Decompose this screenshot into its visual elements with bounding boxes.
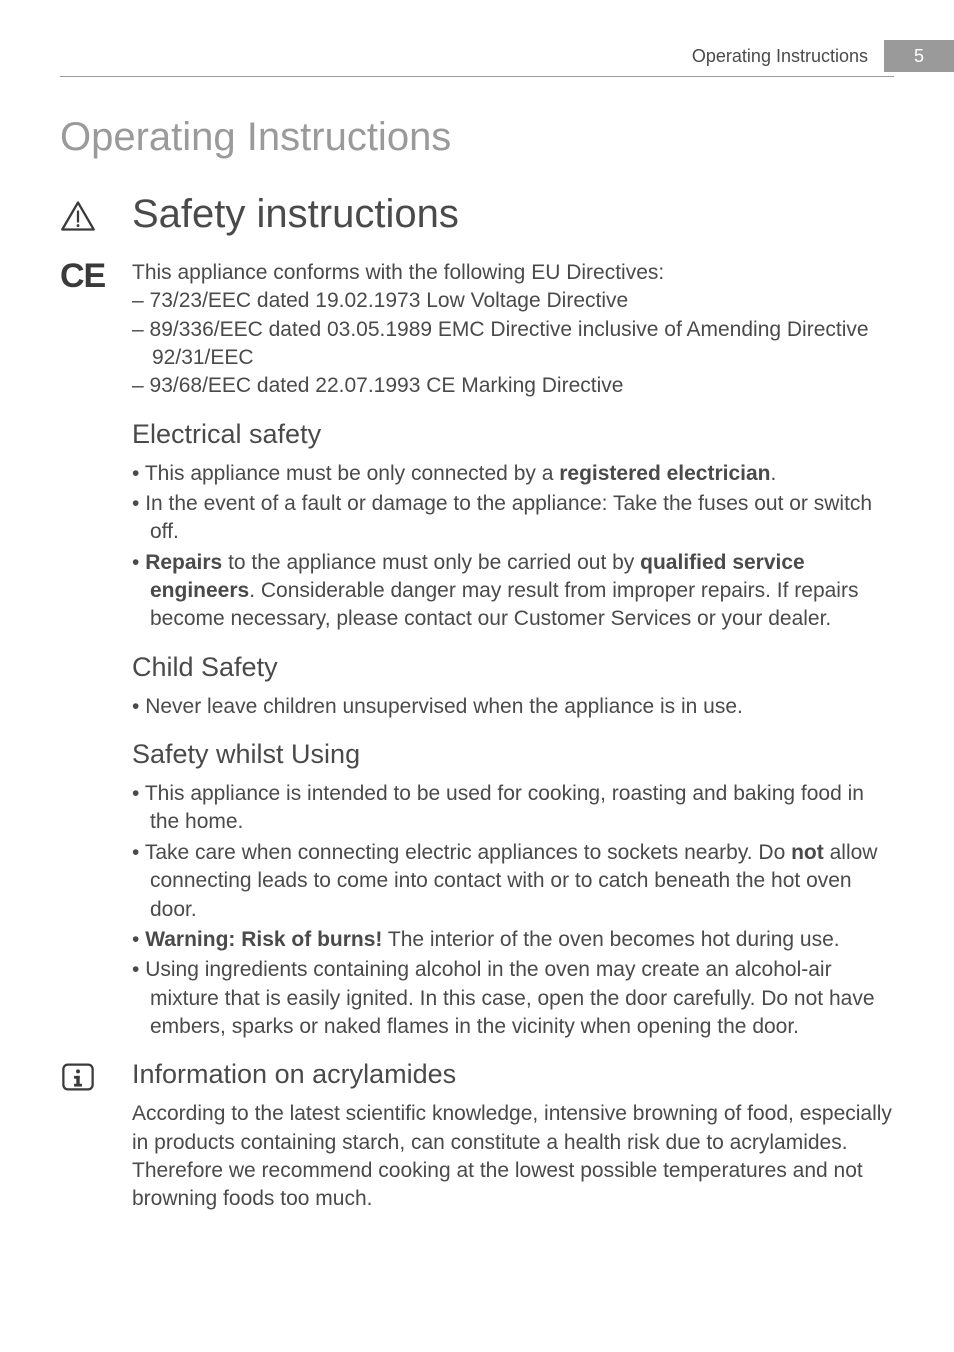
using-item: Using ingredients containing alcohol in … bbox=[132, 956, 894, 1041]
using-list: This appliance is intended to be used fo… bbox=[132, 780, 894, 1041]
child-item: Never leave children unsupervised when t… bbox=[132, 693, 894, 721]
electrical-list: This appliance must be only connected by… bbox=[132, 460, 894, 634]
electrical-item: In the event of a fault or damage to the… bbox=[132, 490, 894, 547]
page-header: Operating Instructions 5 bbox=[692, 40, 954, 72]
page-number: 5 bbox=[914, 46, 924, 67]
acrylamides-row: Information on acrylamides According to … bbox=[60, 1059, 894, 1213]
electrical-item: Repairs to the appliance must only be ca… bbox=[132, 549, 894, 634]
safety-heading-row: Safety instructions bbox=[60, 192, 894, 237]
using-item: This appliance is intended to be used fo… bbox=[132, 780, 894, 837]
safety-title: Safety instructions bbox=[132, 192, 894, 237]
using-item: Warning: Risk of burns! The interior of … bbox=[132, 926, 894, 954]
using-title: Safety whilst Using bbox=[132, 739, 894, 770]
directive-item: 73/23/EEC dated 19.02.1973 Low Voltage D… bbox=[132, 287, 894, 315]
page-number-box: 5 bbox=[884, 40, 954, 72]
main-title: Operating Instructions bbox=[60, 115, 894, 160]
directives-list: 73/23/EEC dated 19.02.1973 Low Voltage D… bbox=[132, 287, 894, 400]
electrical-title: Electrical safety bbox=[132, 419, 894, 450]
child-list: Never leave children unsupervised when t… bbox=[132, 693, 894, 721]
page-content: Operating Instructions Safety instructio… bbox=[60, 115, 894, 1232]
ce-block: CE This appliance conforms with the foll… bbox=[60, 259, 894, 401]
ce-mark-icon: CE bbox=[60, 259, 120, 293]
child-title: Child Safety bbox=[132, 652, 894, 683]
ce-intro: This appliance conforms with the followi… bbox=[132, 259, 894, 287]
info-icon bbox=[60, 1061, 120, 1098]
directive-item: 93/68/EEC dated 22.07.1993 CE Marking Di… bbox=[132, 372, 894, 400]
electrical-item: This appliance must be only connected by… bbox=[132, 460, 894, 488]
running-title: Operating Instructions bbox=[692, 46, 884, 67]
warning-icon bbox=[60, 198, 120, 239]
acrylamides-title: Information on acrylamides bbox=[132, 1059, 894, 1090]
directive-item: 89/336/EEC dated 03.05.1989 EMC Directiv… bbox=[132, 316, 894, 373]
header-rule bbox=[60, 76, 894, 77]
using-item: Take care when connecting electric appli… bbox=[132, 839, 894, 924]
acrylamides-body: According to the latest scientific knowl… bbox=[132, 1100, 894, 1213]
